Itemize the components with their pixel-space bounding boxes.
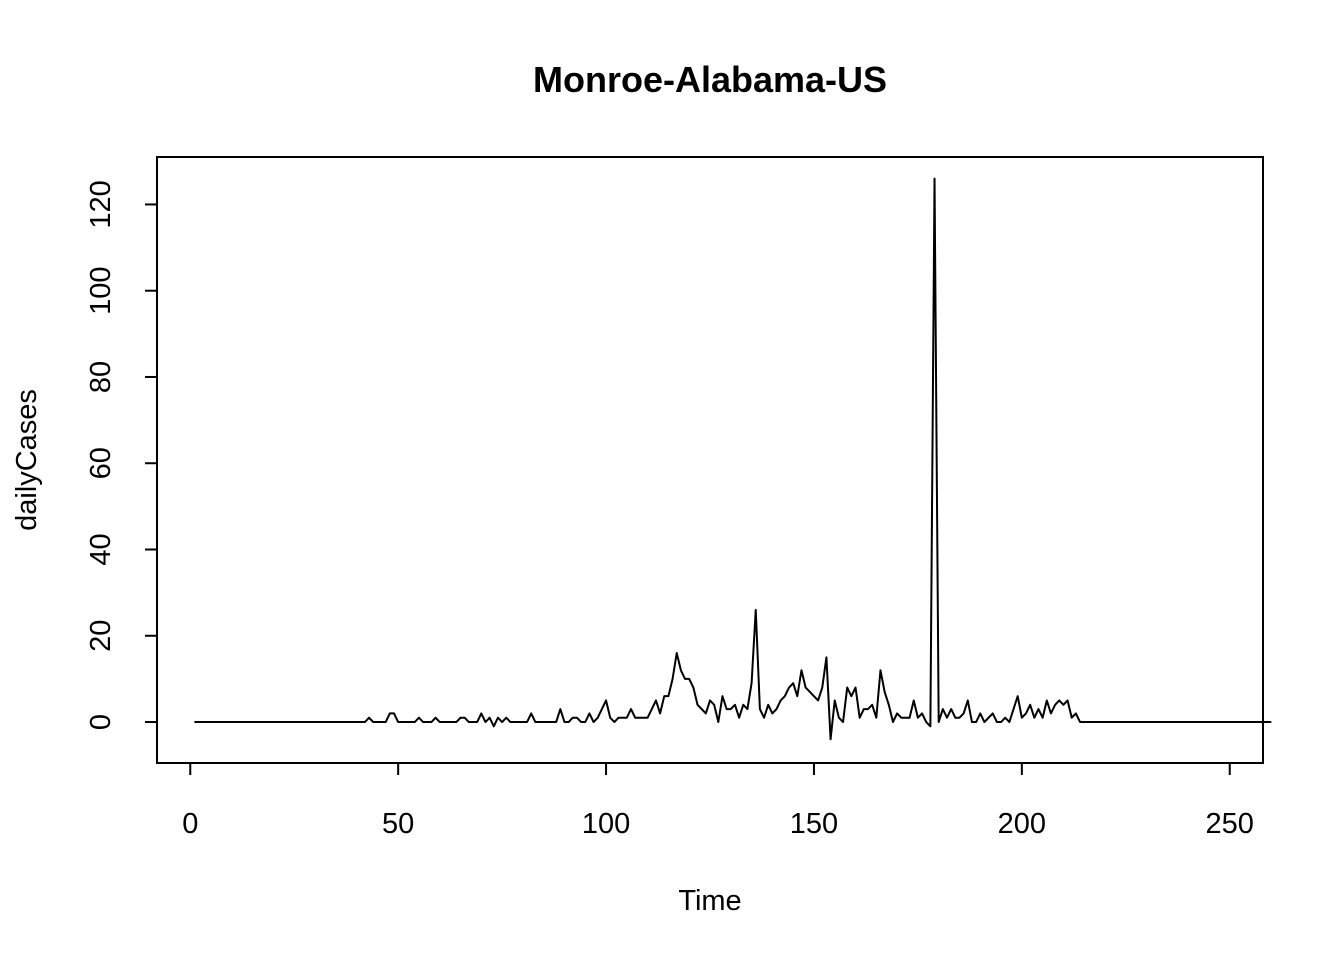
y-tick-label: 0: [85, 714, 117, 730]
series-layer: [194, 177, 1272, 741]
y-tick-label: 40: [85, 533, 117, 565]
plot-area-border: [156, 156, 1264, 764]
y-axis: 0 20 40 60 80 100 120: [85, 180, 158, 730]
y-axis-label: dailyCases: [11, 389, 43, 531]
x-tick-label: 50: [382, 808, 414, 840]
x-axis-label: Time: [678, 885, 741, 917]
y-tick-label: 60: [85, 447, 117, 479]
x-axis: 0 50 100 150 200 250: [182, 762, 1254, 840]
y-tick-label: 120: [85, 180, 117, 228]
y-tick-label: 100: [85, 267, 117, 315]
x-tick-label: 100: [582, 808, 630, 840]
y-tick-label: 80: [85, 361, 117, 393]
x-tick-label: 150: [790, 808, 838, 840]
chart-title: Monroe-Alabama-US: [533, 59, 887, 100]
x-tick-label: 200: [998, 808, 1046, 840]
x-tick-label: 0: [182, 808, 198, 840]
y-tick-label: 20: [85, 620, 117, 652]
x-tick-label: 250: [1206, 808, 1254, 840]
series-line-daily-cases: [194, 177, 1272, 741]
